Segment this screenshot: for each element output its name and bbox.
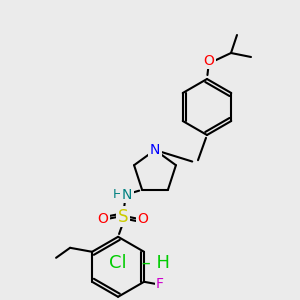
Text: N: N <box>122 188 132 202</box>
Text: – H: – H <box>136 254 170 272</box>
Text: O: O <box>98 212 109 226</box>
Text: H: H <box>112 188 122 201</box>
Text: F: F <box>156 277 164 291</box>
Text: S: S <box>118 208 128 226</box>
Text: N: N <box>150 143 160 157</box>
Text: O: O <box>204 54 214 68</box>
Text: O: O <box>138 212 148 226</box>
Text: Cl: Cl <box>109 254 127 272</box>
